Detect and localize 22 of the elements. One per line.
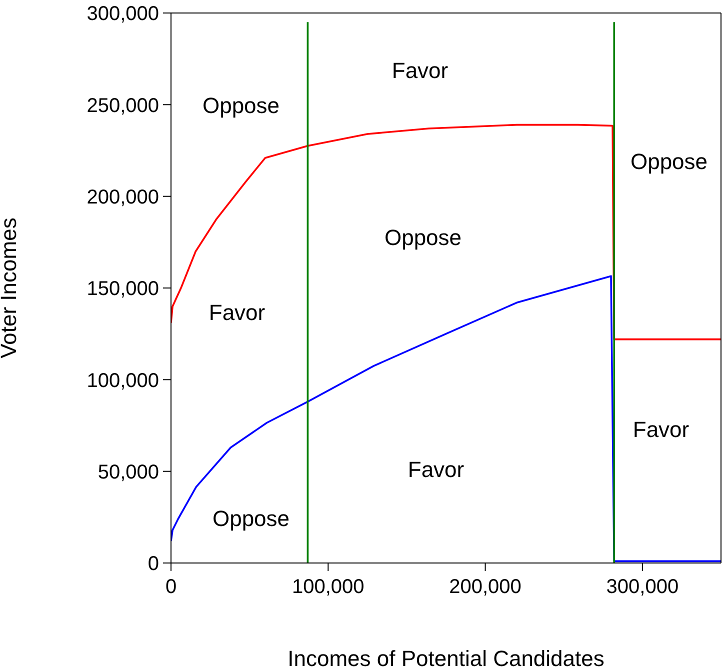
y-tick-label: 250,000: [86, 94, 159, 117]
y-tick-label: 150,000: [86, 278, 159, 300]
annotation: Oppose: [202, 93, 280, 119]
annotation: Oppose: [384, 225, 462, 251]
y-tick-label: 100,000: [86, 370, 159, 392]
annotation: Favor: [632, 417, 690, 443]
y-tick-label: 300,000: [86, 3, 159, 26]
x-tick-label: 100,000: [292, 576, 364, 598]
annotation: Oppose: [212, 506, 290, 532]
annotation: Oppose: [630, 149, 708, 175]
y-tick-label: 0: [148, 553, 159, 576]
annotation: Favor: [208, 300, 266, 326]
annotation: Favor: [408, 457, 464, 483]
x-axis-title: Incomes of Potential Candidates: [288, 646, 604, 670]
line-series: [171, 124, 721, 340]
annotation: Favor: [392, 58, 448, 84]
y-tick-label: 200,000: [86, 186, 159, 208]
x-tick-label: 300,000: [606, 576, 679, 598]
y-tick-label: 50,000: [98, 461, 159, 484]
x-tick-label: 200,000: [449, 576, 522, 598]
x-tick-label: 0: [165, 576, 177, 598]
y-axis-title: Voter Incomes: [0, 218, 21, 358]
